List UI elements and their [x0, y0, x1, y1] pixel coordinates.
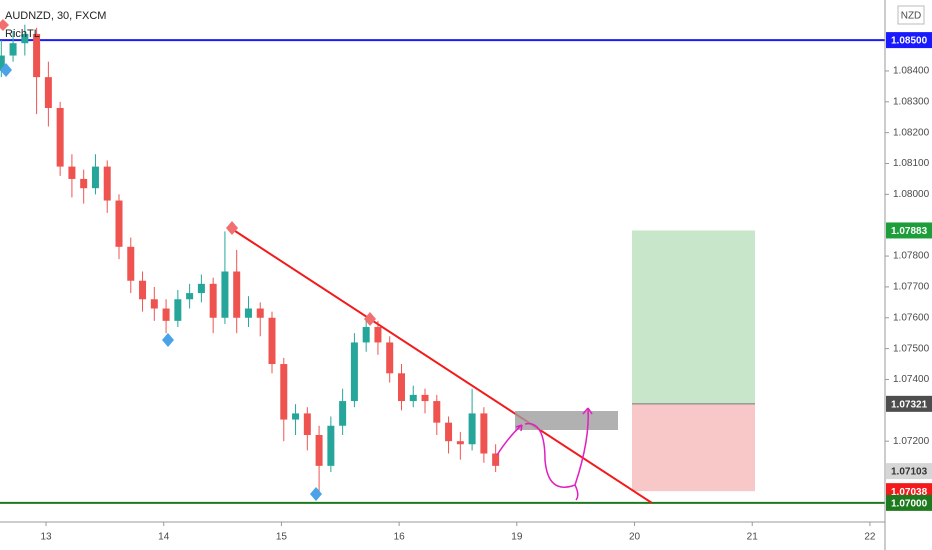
diamond [310, 487, 322, 501]
candle-body [197, 283, 205, 294]
candle-body [162, 308, 170, 321]
candle-body [303, 413, 311, 435]
candle-body [9, 43, 17, 56]
price-tag [886, 222, 932, 239]
candle-body [268, 317, 276, 365]
candle-body [103, 166, 111, 201]
x-tick-label: 16 [394, 532, 406, 543]
candle-body [115, 200, 123, 247]
candle-body [386, 342, 394, 374]
y-tick-label: 1.08200 [893, 127, 930, 138]
price-tag-label: 1.07883 [891, 226, 928, 237]
stop-zone [632, 403, 755, 492]
price-tag [886, 395, 932, 412]
y-tick-label: 1.07200 [893, 436, 930, 447]
candle-body [21, 33, 29, 44]
candle-body [480, 413, 488, 454]
candle-body [0, 55, 5, 71]
y-tick-label: 1.07800 [893, 251, 930, 262]
candle-body [339, 401, 347, 426]
candle-body [468, 413, 476, 445]
candle-body [256, 308, 264, 318]
candle-body [315, 435, 323, 466]
x-tick-label: 14 [158, 532, 170, 543]
candle-body [44, 77, 52, 108]
candle-body [56, 107, 64, 167]
x-tick-label: 19 [511, 532, 523, 543]
chart-title: AUDNZD, 30, FXCM [5, 10, 106, 22]
plot-area [0, 24, 885, 504]
candle-body [433, 401, 441, 423]
y-tick-label: 1.07700 [893, 282, 930, 293]
candle-body [91, 166, 99, 189]
candle-body [397, 373, 405, 402]
candle-body [209, 283, 217, 318]
price-tag-label: 1.08500 [891, 36, 928, 47]
candle-body [327, 425, 335, 466]
diamond [0, 63, 12, 77]
price-tag [886, 463, 932, 480]
x-tick-label: 13 [40, 532, 52, 543]
candle-body [80, 178, 88, 189]
candle-body [409, 394, 417, 402]
candle-body [280, 364, 288, 420]
y-tick-label: 1.08000 [893, 189, 930, 200]
candle-body [221, 271, 229, 318]
price-tag-label: 1.07000 [891, 499, 928, 510]
x-tick-label: 15 [276, 532, 288, 543]
price-tag-label: 1.07321 [891, 399, 928, 410]
candle-body [139, 280, 147, 300]
diamond [226, 221, 238, 235]
arrow [524, 407, 593, 501]
indicator-label: RichTL [5, 28, 40, 40]
y-tick-label: 1.08300 [893, 96, 930, 107]
y-tick-label: 1.07500 [893, 343, 930, 354]
diamond [0, 19, 9, 31]
candle-body [374, 327, 382, 343]
x-tick-label: 21 [747, 532, 759, 543]
candle-body [33, 33, 41, 78]
target-zone [632, 230, 755, 404]
trend-line [231, 228, 653, 504]
y-tick-label: 1.08400 [893, 66, 930, 77]
candle-body [421, 394, 429, 402]
price-tag-label: 1.07038 [891, 487, 928, 498]
candle-body [292, 413, 300, 420]
diamond [364, 312, 376, 326]
candle-body [244, 308, 252, 318]
price-tag [886, 494, 932, 511]
candle-body [362, 327, 370, 343]
candle-body [186, 293, 194, 300]
diamond [162, 333, 174, 347]
zone [515, 411, 618, 430]
currency-label: NZD [901, 11, 922, 22]
candle-body [127, 246, 135, 281]
y-tick-label: 1.07400 [893, 374, 930, 385]
price-tag-label: 1.07103 [891, 467, 928, 478]
candle-body [445, 422, 453, 442]
candle-body [150, 299, 158, 309]
candle-body [233, 271, 241, 318]
price-tag [886, 32, 932, 49]
candle-body [456, 441, 464, 445]
currency-box[interactable] [897, 5, 925, 25]
x-tick-label: 20 [629, 532, 641, 543]
candle-body [174, 299, 182, 321]
y-tick-label: 1.07600 [893, 312, 930, 323]
y-tick-label: 1.08100 [893, 158, 930, 169]
arrow [496, 424, 523, 456]
candle-body [492, 453, 500, 466]
candle-body [350, 342, 358, 402]
x-tick-label: 22 [864, 532, 876, 543]
candle-body [68, 166, 76, 179]
